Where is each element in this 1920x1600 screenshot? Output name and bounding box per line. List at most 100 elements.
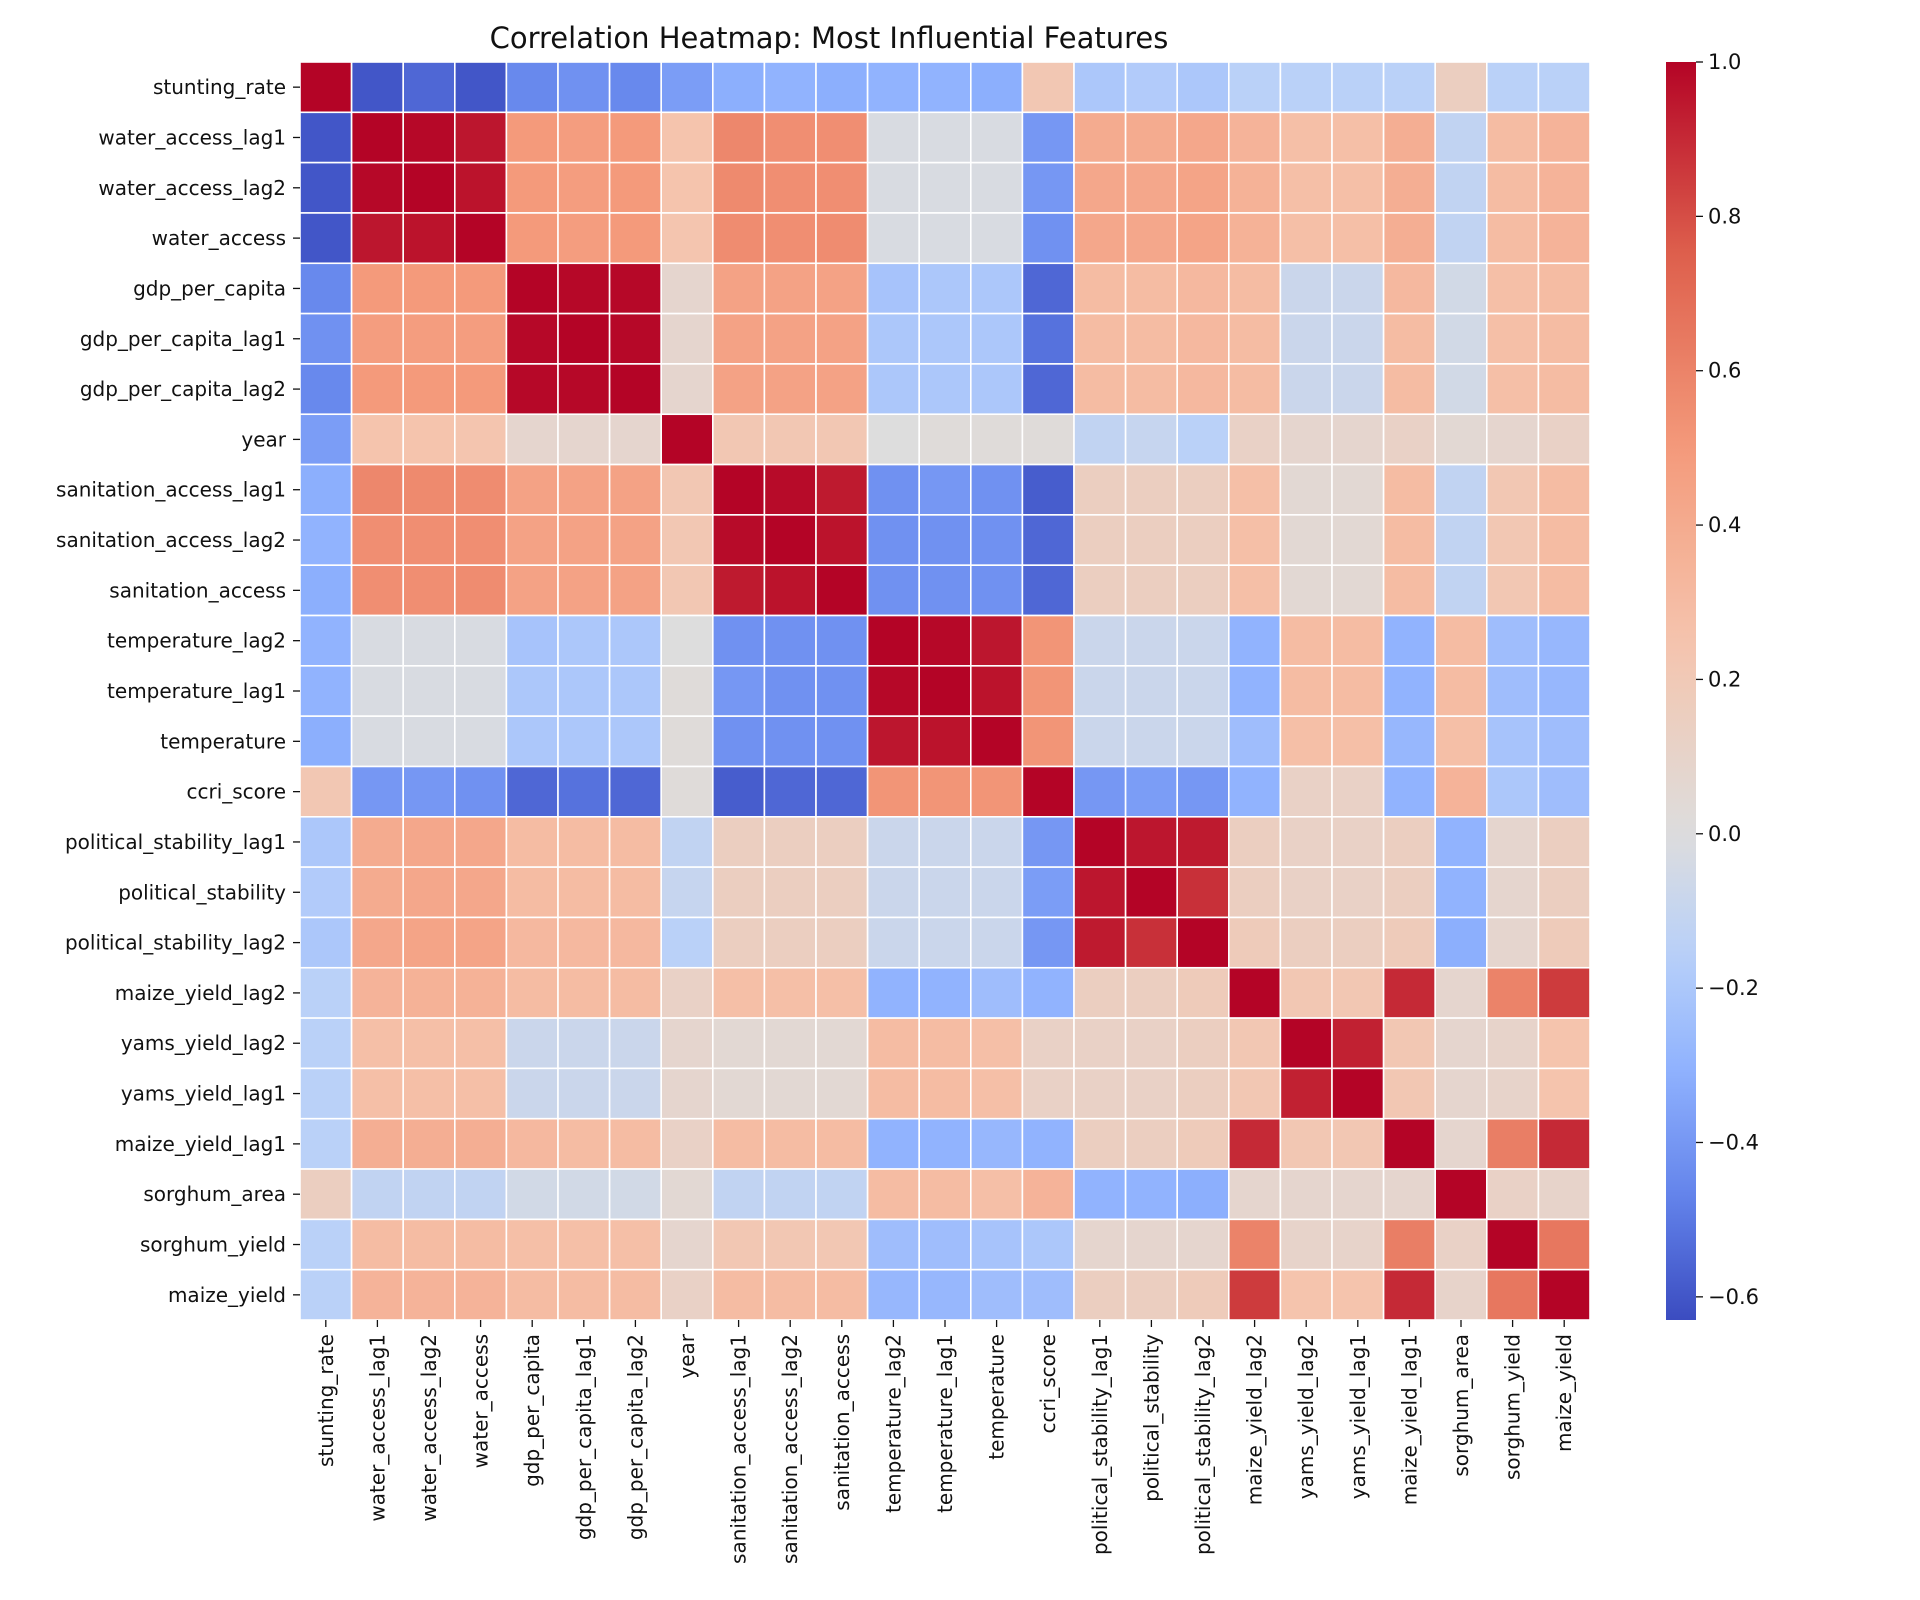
heatmap-cell-gdp-per-capita-x-sorghum-area: [1434, 262, 1488, 315]
heatmap-cell-water-access-x-yams-yield-lag2: [1279, 212, 1333, 265]
heatmap-cell-maize-yield-lag2-x-water-access-lag1: [350, 966, 405, 1019]
heatmap-cell-sorghum-yield-x-temperature: [969, 1218, 1024, 1271]
heatmap-cell-sorghum-area-x-temperature-lag1: [918, 1168, 972, 1221]
heatmap-cell-sanitation-access-x-sanitation-access-lag1: [711, 564, 766, 617]
heatmap-cell-maize-yield-x-stunting-rate: [299, 1268, 353, 1321]
heatmap-cell-water-access-lag1-x-political-stability: [1124, 111, 1178, 164]
heatmap-cell-temperature-x-temperature: [969, 715, 1024, 768]
heatmap-cell-temperature-lag2-x-sorghum-yield: [1486, 614, 1540, 667]
heatmap-cell-sanitation-access-lag1-x-temperature-lag2: [866, 463, 920, 516]
heatmap-cell-year-x-water-access-lag2: [402, 413, 456, 466]
heatmap-cell-maize-yield-lag2-x-temperature: [969, 966, 1024, 1019]
heatmap-cell-gdp-per-capita-lag1-x-sanitation-access-lag1: [711, 312, 766, 365]
x-tick-label-sanitation-access-lag2: sanitation_access_lag2: [778, 1334, 802, 1564]
heatmap-cell-maize-yield-lag1-x-gdp-per-capita: [505, 1117, 559, 1170]
heatmap-cell-year-x-water-access-lag1: [350, 413, 405, 466]
heatmap-cell-political-stability-lag2-x-yams-yield-lag2: [1279, 916, 1333, 969]
heatmap-cell-maize-yield-lag1-x-gdp-per-capita-lag2: [608, 1117, 662, 1170]
heatmap-cell-gdp-per-capita-lag1-x-maize-yield: [1537, 312, 1591, 365]
heatmap-cell-maize-yield-x-political-stability: [1124, 1268, 1178, 1321]
heatmap-cell-yams-yield-lag2-x-maize-yield-lag1: [1382, 1017, 1436, 1070]
heatmap-cell-temperature-lag2-x-gdp-per-capita-lag1: [557, 614, 611, 667]
heatmap-cell-sanitation-access-lag1-x-stunting-rate: [299, 463, 353, 516]
y-tick-label-yams-yield-lag2: yams_yield_lag2: [121, 1031, 286, 1055]
x-tick-label-yams-yield-lag1: yams_yield_lag1: [1346, 1334, 1370, 1499]
heatmap-cell-political-stability-lag2-x-sanitation-access-lag1: [711, 916, 766, 969]
heatmap-cell-yams-yield-lag1-x-sanitation-access: [815, 1067, 869, 1120]
heatmap-cell-water-access-lag1-x-sanitation-access: [815, 111, 869, 164]
heatmap-cell-political-stability-x-gdp-per-capita-lag1: [557, 866, 611, 919]
y-tick-label-maize-yield-lag2: maize_yield_lag2: [115, 981, 286, 1005]
heatmap-cell-yams-yield-lag1-x-maize-yield-lag2: [1228, 1067, 1282, 1120]
heatmap-cell-gdp-per-capita-lag1-x-political-stability-lag2: [1176, 312, 1230, 365]
heatmap-cell-temperature-lag2-x-yams-yield-lag2: [1279, 614, 1333, 667]
heatmap-cell-stunting-rate-x-political-stability: [1124, 61, 1178, 114]
heatmap-cell-stunting-rate-x-yams-yield-lag1: [1331, 61, 1385, 114]
heatmap-cell-sanitation-access-x-temperature: [969, 564, 1024, 617]
heatmap-cell-stunting-rate-x-political-stability-lag1: [1073, 61, 1127, 114]
heatmap-cell-temperature-x-sanitation-access: [815, 715, 869, 768]
heatmap-cell-yams-yield-lag1-x-gdp-per-capita: [505, 1067, 559, 1120]
heatmap-cell-sanitation-access-lag1-x-political-stability: [1124, 463, 1178, 516]
y-tick-label-sorghum-yield: sorghum_yield: [140, 1233, 286, 1257]
heatmap-cell-sorghum-area-x-water-access-lag1: [350, 1168, 405, 1221]
heatmap-cell-water-access-lag2-x-water-access-lag1: [350, 161, 405, 214]
heatmap-cell-maize-yield-x-yams-yield-lag2: [1279, 1268, 1333, 1321]
heatmap-cell-sanitation-access-lag1-x-sanitation-access-lag1: [711, 463, 766, 516]
heatmap-cell-yams-yield-lag2-x-water-access-lag1: [350, 1017, 405, 1070]
heatmap-cell-gdp-per-capita-lag2-x-maize-yield: [1537, 363, 1591, 416]
heatmap-cell-gdp-per-capita-x-ccri-score: [1021, 262, 1075, 315]
heatmap-cell-temperature-lag2-x-ccri-score: [1021, 614, 1075, 667]
heatmap-cell-ccri-score-x-sorghum-area: [1434, 765, 1488, 818]
heatmap-cell-yams-yield-lag2-x-temperature-lag2: [866, 1017, 920, 1070]
heatmap-cell-political-stability-lag1-x-gdp-per-capita: [505, 815, 559, 868]
heatmap-cell-maize-yield-lag2-x-sorghum-yield: [1486, 966, 1540, 1019]
heatmap-cell-sorghum-yield-x-sanitation-access-lag1: [711, 1218, 766, 1271]
heatmap-cell-year-x-sanitation-access-lag1: [711, 413, 766, 466]
heatmap-cell-sorghum-area-x-stunting-rate: [299, 1168, 353, 1221]
heatmap-cell-year-x-sorghum-area: [1434, 413, 1488, 466]
heatmap-cell-sanitation-access-lag2-x-yams-yield-lag1: [1331, 514, 1385, 567]
heatmap-cell-political-stability-lag1-x-yams-yield-lag2: [1279, 815, 1333, 868]
heatmap-cell-gdp-per-capita-lag1-x-temperature: [969, 312, 1024, 365]
heatmap-cell-sanitation-access-x-sorghum-area: [1434, 564, 1488, 617]
heatmap-cell-sanitation-access-lag1-x-political-stability-lag1: [1073, 463, 1127, 516]
heatmap-cell-political-stability-lag1-x-temperature-lag2: [866, 815, 920, 868]
heatmap-cell-year-x-political-stability-lag2: [1176, 413, 1230, 466]
heatmap-cell-maize-yield-lag1-x-maize-yield-lag2: [1228, 1117, 1282, 1170]
heatmap-cell-gdp-per-capita-x-temperature-lag2: [866, 262, 920, 315]
heatmap-cell-maize-yield-lag2-x-maize-yield-lag1: [1382, 966, 1436, 1019]
heatmap-cell-sorghum-yield-x-temperature-lag1: [918, 1218, 972, 1271]
heatmap-cell-maize-yield-x-sanitation-access-lag1: [711, 1268, 766, 1321]
heatmap-cell-sanitation-access-lag1-x-gdp-per-capita-lag2: [608, 463, 662, 516]
y-tick-label-yams-yield-lag1: yams_yield_lag1: [121, 1082, 286, 1106]
heatmap-cells: [299, 61, 1591, 1321]
heatmap-cell-yams-yield-lag2-x-water-access: [453, 1017, 508, 1070]
y-tick-label-maize-yield: maize_yield: [168, 1283, 286, 1307]
heatmap-cell-maize-yield-lag1-x-sanitation-access-lag1: [711, 1117, 766, 1170]
heatmap-cell-maize-yield-lag2-x-year: [660, 966, 714, 1019]
colorbar: 1.0 0.8 0.6 0.4 0.2 0.0 −0.2 −0.4 −0.6: [1666, 50, 1759, 1320]
heatmap-cell-sanitation-access-lag1-x-yams-yield-lag2: [1279, 463, 1333, 516]
heatmap-cell-political-stability-lag2-x-ccri-score: [1021, 916, 1075, 969]
heatmap-cell-stunting-rate-x-temperature: [969, 61, 1024, 114]
heatmap-cell-yams-yield-lag2-x-maize-yield-lag2: [1228, 1017, 1282, 1070]
heatmap-cell-maize-yield-lag2-x-yams-yield-lag2: [1279, 966, 1333, 1019]
heatmap-cell-gdp-per-capita-x-sanitation-access: [815, 262, 869, 315]
heatmap-cell-maize-yield-x-ccri-score: [1021, 1268, 1075, 1321]
heatmap-cell-yams-yield-lag2-x-political-stability-lag1: [1073, 1017, 1127, 1070]
heatmap-cell-water-access-x-water-access: [453, 212, 508, 265]
heatmap-cell-ccri-score-x-maize-yield-lag2: [1228, 765, 1282, 818]
heatmap-cell-temperature-x-stunting-rate: [299, 715, 353, 768]
x-tick-label-sorghum-area: sorghum_area: [1449, 1334, 1473, 1477]
heatmap-cell-gdp-per-capita-lag2-x-temperature-lag1: [918, 363, 972, 416]
heatmap-cell-gdp-per-capita-lag1-x-sanitation-access-lag2: [763, 312, 817, 365]
heatmap-cell-temperature-x-temperature-lag1: [918, 715, 972, 768]
heatmap-cell-temperature-lag2-x-stunting-rate: [299, 614, 353, 667]
heatmap-cell-sanitation-access-lag2-x-temperature-lag1: [918, 514, 972, 567]
heatmap-cell-water-access-x-maize-yield-lag2: [1228, 212, 1282, 265]
heatmap-cell-maize-yield-x-sanitation-access: [815, 1268, 869, 1321]
heatmap-cell-sanitation-access-lag1-x-maize-yield-lag2: [1228, 463, 1282, 516]
heatmap-cell-sorghum-area-x-maize-yield-lag2: [1228, 1168, 1282, 1221]
heatmap-cell-sanitation-access-lag2-x-water-access-lag2: [402, 514, 456, 567]
